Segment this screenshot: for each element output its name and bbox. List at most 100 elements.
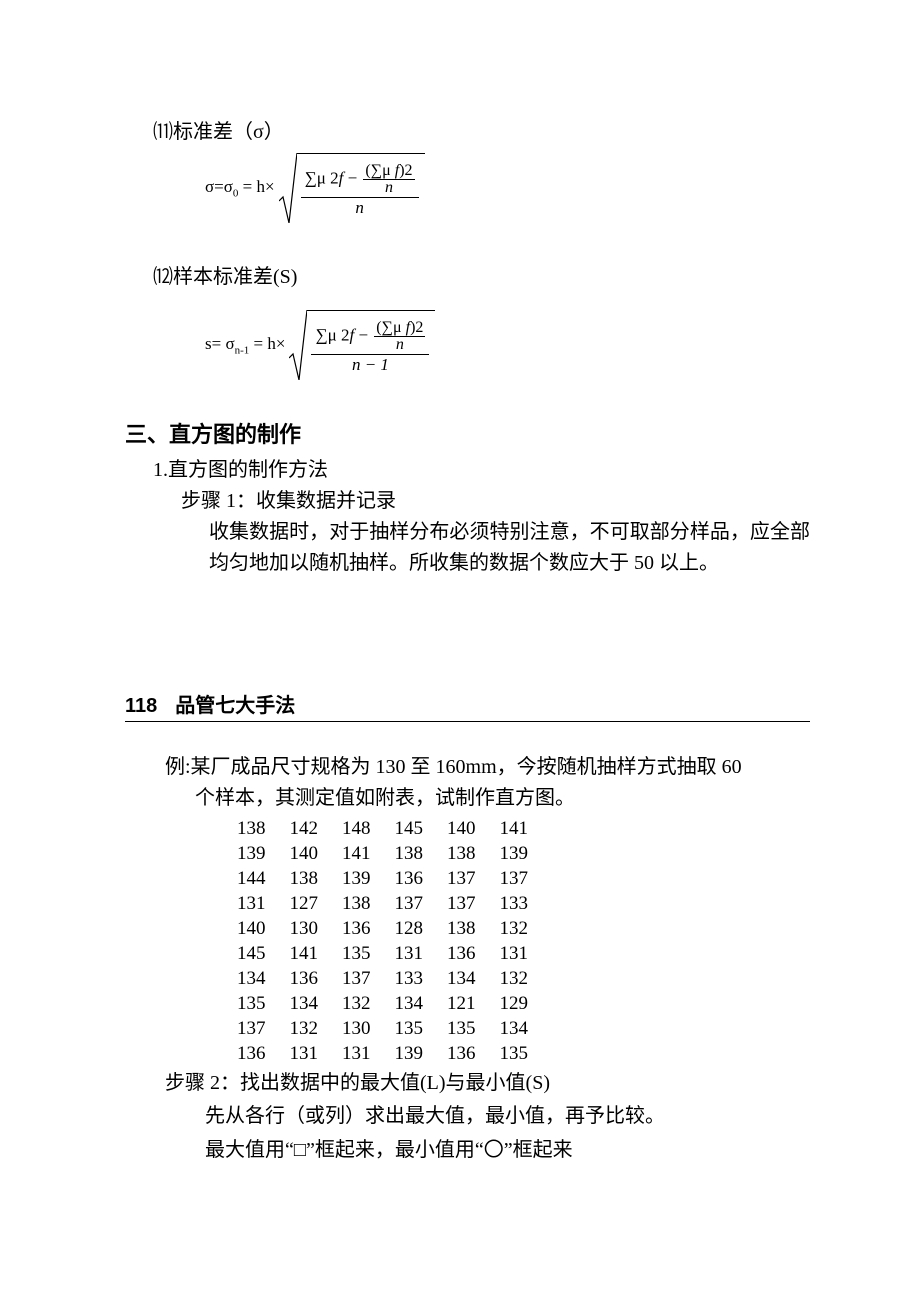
table-cell: 138 [435,916,488,941]
table-cell: 135 [330,941,383,966]
table-row: 131127138137137133 [225,891,540,916]
inner-num-1: (∑μ f)2 [363,163,414,179]
table-cell: 131 [330,1041,383,1066]
outer-num-2: ∑μ 2f − (∑μ f)2n [311,320,429,354]
table-cell: 137 [225,1016,278,1041]
table-cell: 127 [278,891,331,916]
table-cell: 131 [278,1041,331,1066]
outer-num-1: ∑μ 2f − (∑μ f)2n [301,163,419,197]
table-cell: 135 [383,1016,436,1041]
page-header: 118 品管七大手法 [125,689,810,722]
page-number: 118 [125,695,157,718]
sqrt-1: ∑μ 2f − (∑μ f)2n n [279,153,425,223]
table-cell: 145 [383,816,436,841]
table-cell: 133 [383,966,436,991]
inner-frac-1: (∑μ f)2n [363,163,414,196]
table-cell: 139 [225,841,278,866]
table-cell: 140 [435,816,488,841]
table-cell: 136 [330,916,383,941]
outer-frac-2: ∑μ 2f − (∑μ f)2n n − 1 [311,320,429,375]
section-3-heading: 三、直方图的制作 [125,417,810,449]
outer-frac-1: ∑μ 2f − (∑μ f)2n n [301,163,419,218]
f2-in-c: )2 [410,319,423,336]
sqrt-2: ∑μ 2f − (∑μ f)2n n − 1 [289,310,435,380]
table-cell: 141 [278,941,331,966]
step-2-label: 步骤 2：找出数据中的最大值(L)与最小值(S) [165,1068,810,1099]
table-row: 136131131139136135 [225,1041,540,1066]
step-2-body-2: 最大值用“□”框起来，最小值用“〇”框起来 [205,1133,810,1167]
table-cell: 132 [278,1016,331,1041]
item-11-label: ⑾标准差（σ） [153,115,810,144]
table-cell: 134 [435,966,488,991]
f2-in-a: (∑μ [376,319,405,336]
f2-in-den: n [374,336,425,353]
formula-sigma: σ=σ0 = h× ∑μ 2f − (∑μ f)2n n [205,148,810,228]
table-cell: 134 [488,1016,541,1041]
f1-lhs-a: σ=σ [205,177,233,196]
table-row: 138142148145140141 [225,816,540,841]
table-cell: 148 [330,816,383,841]
example-line-1: 例:某厂成品尺寸规格为 130 至 160mm，今按随机抽样方式抽取 60 [165,752,810,783]
table-cell: 135 [488,1041,541,1066]
page-title: 品管七大手法 [175,689,295,718]
table-row: 144138139136137137 [225,866,540,891]
table-cell: 131 [225,891,278,916]
document-page: ⑾标准差（σ） σ=σ0 = h× ∑μ 2f − (∑μ f)2n n ⑿样本… [0,0,920,1227]
table-cell: 132 [330,991,383,1016]
table-cell: 138 [225,816,278,841]
formula-s-lhs: s= σn-1 = h× [205,334,285,356]
table-cell: 121 [435,991,488,1016]
table-cell: 131 [488,941,541,966]
formula-s: s= σn-1 = h× ∑μ 2f − (∑μ f)2n n − 1 [205,305,810,385]
radical-icon [279,153,297,223]
table-cell: 145 [225,941,278,966]
f2-num-c: − [354,326,372,345]
table-cell: 136 [278,966,331,991]
table-cell: 131 [383,941,436,966]
sample-data-table: 1381421481451401411391401411381381391441… [225,816,540,1066]
table-cell: 136 [435,1041,488,1066]
table-cell: 137 [488,866,541,891]
table-cell: 137 [383,891,436,916]
table-cell: 140 [225,916,278,941]
table-cell: 128 [383,916,436,941]
table-row: 137132130135135134 [225,1016,540,1041]
table-cell: 142 [278,816,331,841]
formula-sigma-lhs: σ=σ0 = h× [205,177,275,199]
f1-in-c: )2 [399,162,412,179]
table-cell: 133 [488,891,541,916]
table-cell: 139 [488,841,541,866]
step-2-body-1: 先从各行（或列）求出最大值，最小值，再予比较。 [205,1099,810,1133]
item-12-label: ⑿样本标准差(S) [153,260,810,289]
table-row: 140130136128138132 [225,916,540,941]
inner-num-2: (∑μ f)2 [374,320,425,336]
table-cell: 144 [225,866,278,891]
table-cell: 132 [488,966,541,991]
f1-lhs-b: = h× [238,177,274,196]
table-cell: 137 [435,891,488,916]
f2-lhs-sub: n-1 [235,344,250,356]
table-row: 145141135131136131 [225,941,540,966]
f2-lhs-b: = h× [249,334,285,353]
table-cell: 138 [435,841,488,866]
table-cell: 137 [435,866,488,891]
f2-num-a: ∑μ 2 [315,326,349,345]
sqrt-2-body: ∑μ 2f − (∑μ f)2n n − 1 [307,310,435,380]
page-gap [125,579,810,689]
step-1-body: 收集数据时，对于抽样分布必须特别注意，不可取部分样品，应全部均匀地加以随机抽样。… [209,517,810,579]
table-cell: 135 [435,1016,488,1041]
table-cell: 138 [383,841,436,866]
table-cell: 139 [383,1041,436,1066]
table-cell: 130 [278,916,331,941]
table-cell: 138 [330,891,383,916]
table-cell: 136 [383,866,436,891]
table-cell: 140 [278,841,331,866]
f1-in-a: (∑μ [365,162,394,179]
radical-icon [289,310,307,380]
table-cell: 135 [225,991,278,1016]
section-3-sub1: 1.直方图的制作方法 [153,455,810,486]
f1-num-c: − [343,169,361,188]
table-cell: 134 [225,966,278,991]
table-cell: 136 [435,941,488,966]
table-cell: 132 [488,916,541,941]
